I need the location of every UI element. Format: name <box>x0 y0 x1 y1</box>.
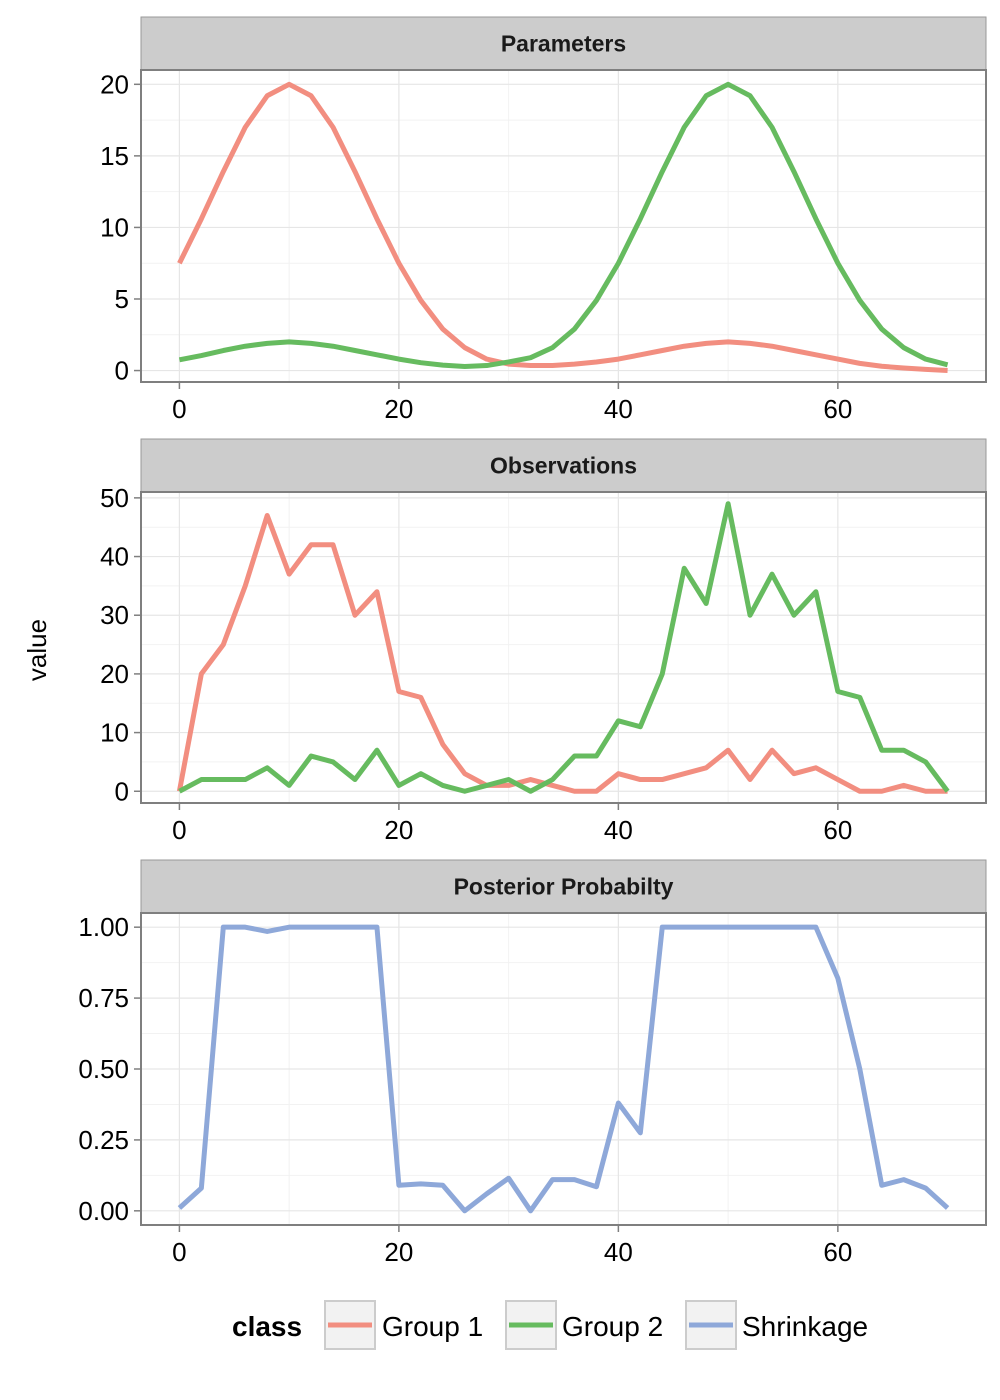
x-tick-label: 0 <box>172 394 186 424</box>
x-tick-label: 60 <box>823 1237 852 1267</box>
legend-item-group-2: Group 2 <box>505 1300 663 1350</box>
panel-3: Posterior Probabilty 0 20 40 60 0.00 0.25 0.50 0… <box>78 859 987 1267</box>
y-tick-label: 0.00 <box>78 1196 129 1226</box>
y-tick-label: 5 <box>115 284 129 314</box>
facet-strip <box>140 859 987 914</box>
x-tick-label: 60 <box>823 394 852 424</box>
panel-border <box>140 491 987 804</box>
x-tick-label: 20 <box>384 394 413 424</box>
plot-area <box>141 492 986 803</box>
facet-title: Posterior Probabilty <box>454 874 674 900</box>
y-tick-label: 0.50 <box>78 1054 129 1084</box>
legend: class Group 1 Group 2 Shrinkage <box>232 1300 868 1350</box>
series-line-group-1 <box>176 512 948 794</box>
series-line-shrinkage <box>177 924 950 1214</box>
legend-item-group-1: Group 1 <box>324 1300 483 1350</box>
x-tick-label: 0 <box>172 815 186 845</box>
y-tick-label: 0.75 <box>78 983 129 1013</box>
facet-strip <box>140 16 987 71</box>
y-tick-label: 0 <box>115 776 129 806</box>
y-tick-label: 40 <box>100 542 129 572</box>
series-line-group-2 <box>178 501 950 794</box>
x-tick-label: 20 <box>384 1237 413 1267</box>
legend-title: class <box>232 1311 302 1342</box>
legend-label: Shrinkage <box>742 1311 868 1342</box>
y-tick-label: 10 <box>100 212 129 242</box>
panel-border <box>140 69 987 383</box>
x-tick-label: 40 <box>604 394 633 424</box>
facet-title: Parameters <box>501 31 626 57</box>
series-line-group-1 <box>177 81 948 374</box>
series-line-group-2 <box>178 81 949 370</box>
y-tick-label: 20 <box>100 69 129 99</box>
x-tick-label: 60 <box>823 815 852 845</box>
y-axis-title: value <box>22 619 52 681</box>
x-tick-label: 40 <box>604 815 633 845</box>
panel-1: Parameters 0 20 40 60 0 5 10 15 20 <box>100 16 987 424</box>
y-tick-label: 1.00 <box>78 912 129 942</box>
y-tick-label: 30 <box>100 600 129 630</box>
facet-title: Observations <box>490 453 637 479</box>
legend-label: Group 2 <box>562 1311 663 1342</box>
y-tick-label: 15 <box>100 141 129 171</box>
y-tick-label: 20 <box>100 659 129 689</box>
panels: Parameters 0 20 40 60 0 5 10 15 20 Observations 0 20… <box>78 16 987 1267</box>
y-tick-label: 50 <box>100 483 129 513</box>
facet-strip <box>140 438 987 493</box>
legend-item-shrinkage: Shrinkage <box>685 1300 868 1350</box>
legend-label: Group 1 <box>382 1311 483 1342</box>
y-tick-label: 0 <box>115 356 129 386</box>
x-tick-label: 20 <box>384 815 413 845</box>
y-tick-label: 10 <box>100 718 129 748</box>
gridlines <box>141 70 986 382</box>
x-tick-label: 40 <box>604 1237 633 1267</box>
y-tick-label: 0.25 <box>78 1125 129 1155</box>
plot-area <box>141 70 986 382</box>
x-tick-label: 0 <box>172 1237 186 1267</box>
panel-2: Observations 0 20 40 60 0 10 20 30 40 50 <box>100 438 987 845</box>
